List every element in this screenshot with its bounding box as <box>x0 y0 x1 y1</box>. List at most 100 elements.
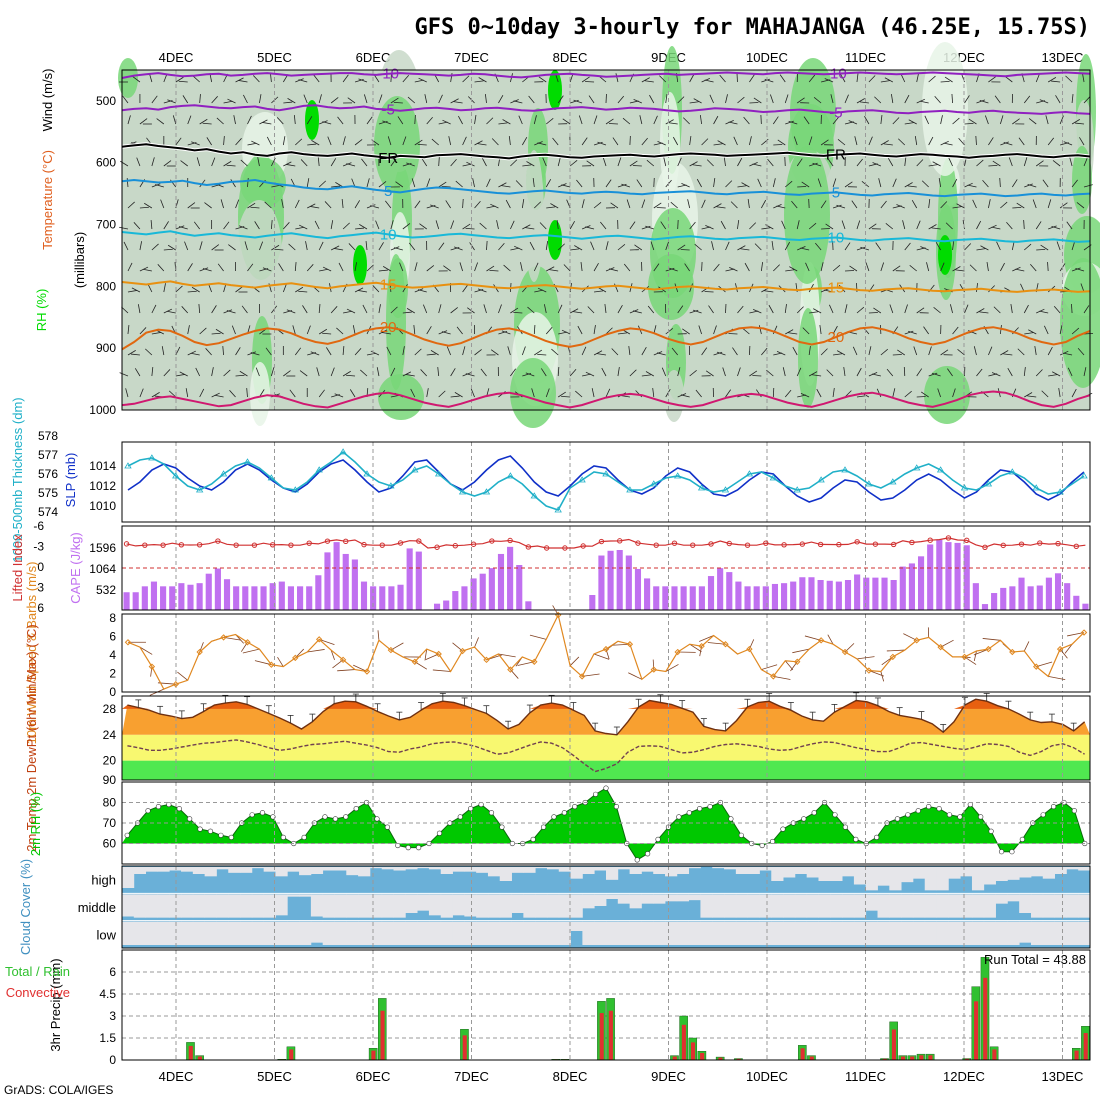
wind-barb <box>1000 262 1005 272</box>
cape-bar <box>808 577 815 610</box>
cape-bar <box>1027 586 1034 610</box>
wind-barb <box>800 247 810 251</box>
wind-barb <box>832 264 841 272</box>
wind-barb <box>875 242 882 251</box>
cloud-gap <box>1042 894 1055 918</box>
wind-barb <box>569 308 579 314</box>
wind-barb <box>784 389 792 398</box>
wind-barb <box>692 309 702 314</box>
cloud-gap <box>700 921 713 945</box>
wind-barb <box>179 371 188 377</box>
precip-convective-bar <box>882 1058 887 1060</box>
wind-barb <box>550 203 559 209</box>
cape-bar <box>927 544 934 610</box>
wind-barb <box>897 349 905 356</box>
wind-barb <box>438 390 446 398</box>
cloud-gap <box>157 867 170 872</box>
wind-barb <box>134 368 141 377</box>
wind-marker <box>148 663 156 670</box>
wind-barb <box>426 204 436 209</box>
wind-barb <box>346 374 356 377</box>
wind-barb <box>856 158 863 167</box>
wind-barb <box>993 306 1001 314</box>
cape-bar <box>141 586 148 610</box>
surface-barb <box>377 630 380 641</box>
precip-convective-bar <box>462 1035 467 1060</box>
wind-barb <box>426 353 436 356</box>
wind-barb <box>902 220 906 230</box>
wind-barb <box>370 350 380 356</box>
wind-barb <box>295 138 303 146</box>
cloud-gap <box>865 894 878 911</box>
wind-barb <box>976 368 983 377</box>
wind-barb <box>160 199 165 209</box>
lifted-index-marker <box>1000 542 1006 549</box>
wind-barb <box>127 290 137 293</box>
wind-barb <box>784 304 787 314</box>
thickness-marker <box>458 488 467 495</box>
precip-tick: 4.5 <box>99 987 116 1001</box>
cloud-gap <box>877 894 890 918</box>
cloud-gap <box>818 921 831 945</box>
wind-barb <box>782 367 786 377</box>
wind-barb <box>844 304 848 314</box>
wind-barb <box>791 200 798 209</box>
precip-convective-bar <box>197 1056 202 1060</box>
wind-barb <box>933 307 941 314</box>
wind-barb <box>919 100 929 104</box>
surface-barb <box>337 669 356 672</box>
wind-barb <box>617 157 622 167</box>
cloud-gap <box>145 867 158 872</box>
day-label-bottom: 8DEC <box>553 1069 588 1084</box>
wind-barb <box>754 243 762 251</box>
wind-barb <box>1036 248 1046 251</box>
panel-frame <box>121 525 1091 611</box>
wind-barb <box>410 388 416 398</box>
wind-barb <box>1003 353 1013 356</box>
cape-bar <box>233 586 240 610</box>
surface-barb <box>177 671 188 681</box>
wind-barb <box>211 157 216 167</box>
wind-barb <box>455 180 463 188</box>
wind-tick: 6 <box>109 630 116 644</box>
wind-marker <box>913 637 920 644</box>
wind-barb <box>366 264 374 272</box>
surface-barb <box>761 664 778 670</box>
wind-barb <box>964 95 970 104</box>
cloud-gap <box>181 921 194 945</box>
cloud-gap <box>971 921 985 945</box>
wind-barb <box>527 306 535 314</box>
wind-barb <box>420 369 428 377</box>
lifted-index-marker <box>945 535 952 541</box>
isotherm-label: FR <box>378 150 398 167</box>
wind-barb <box>1011 179 1018 188</box>
cloud-gap <box>582 921 595 945</box>
wind-barb <box>752 308 762 314</box>
cloud-gap <box>381 894 394 918</box>
wind-barb <box>581 199 585 209</box>
cape-bar <box>123 592 130 610</box>
cloud-gap <box>393 894 406 918</box>
isotherm-line <box>121 280 1091 293</box>
cloud-gap <box>558 921 571 945</box>
wind-barb <box>469 242 475 251</box>
wind-barb <box>900 73 906 83</box>
cloud-gap <box>1078 867 1091 871</box>
cloud-gap <box>464 894 477 917</box>
lifted-index-marker <box>964 537 970 543</box>
wind-barb <box>498 95 504 104</box>
cloud-gap <box>712 894 725 918</box>
precip-convective-bar <box>736 1058 741 1060</box>
wind-barb <box>645 371 655 377</box>
cloud-gap <box>263 867 276 872</box>
wind-barb <box>669 267 678 272</box>
precip-convective-bar <box>901 1056 906 1060</box>
cape-bar <box>653 586 660 610</box>
wind-barb <box>646 159 655 167</box>
wind-barb <box>717 140 726 146</box>
wind-barb <box>1034 346 1037 356</box>
wind-barb <box>868 136 873 146</box>
wind-barb <box>246 387 248 398</box>
